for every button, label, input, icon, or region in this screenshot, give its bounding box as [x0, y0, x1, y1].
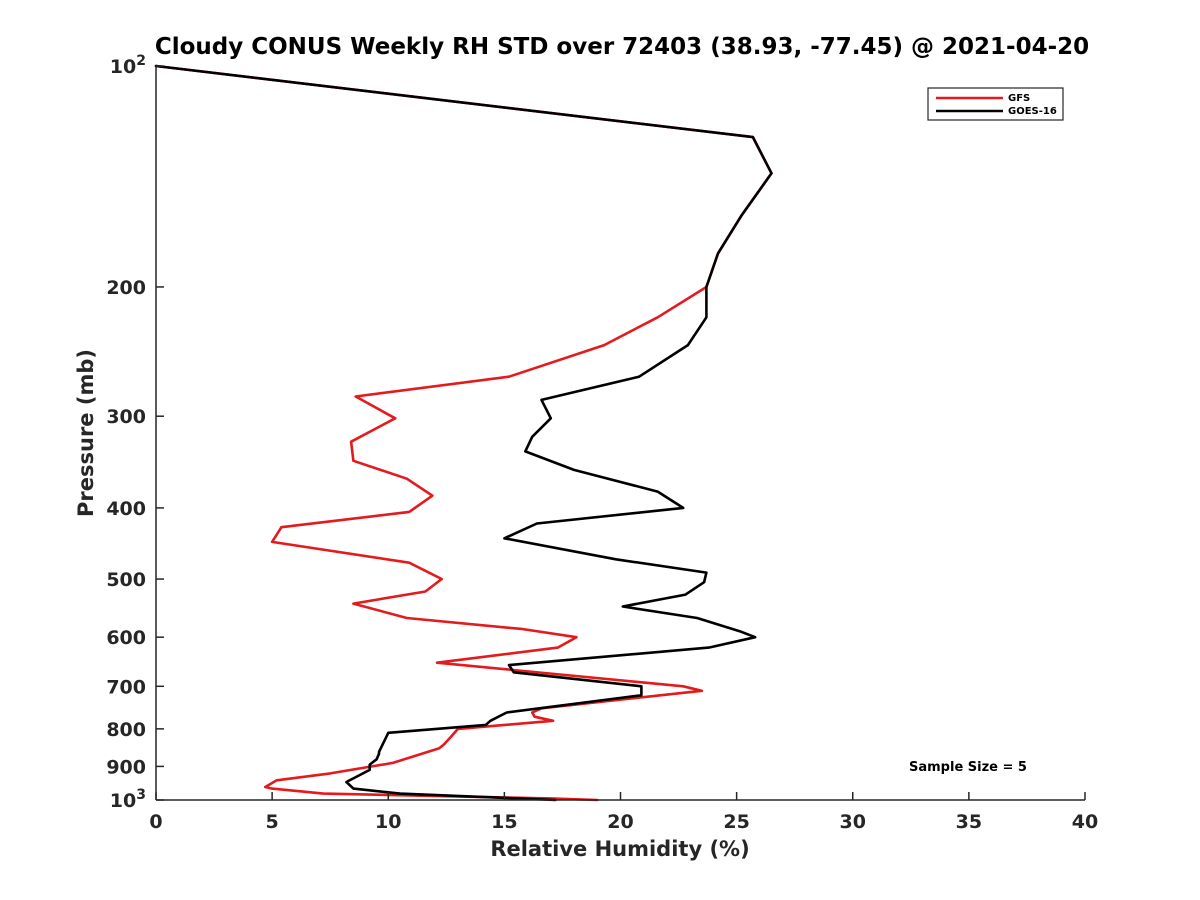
x-axis-ticks: 0 5 10 15 20 25 30 35 40: [149, 792, 1098, 833]
sample-size-annotation: Sample Size = 5: [909, 760, 1027, 775]
x-tick-label: 10: [375, 811, 401, 833]
series-layer: [154, 64, 773, 802]
x-tick-label: 20: [607, 811, 633, 833]
y-tick-label: 900: [106, 756, 146, 778]
x-tick-label: 15: [491, 811, 517, 833]
x-tick-label: 25: [723, 811, 749, 833]
y-tick-label: 200: [106, 277, 146, 299]
x-tick-label: 40: [1072, 811, 1098, 833]
y-axis-label: Pressure (mb): [74, 349, 98, 517]
chart-title: Cloudy CONUS Weekly RH STD over 72403 (3…: [155, 34, 1089, 60]
x-tick-label: 0: [149, 811, 162, 833]
legend: GFS GOES-16: [927, 87, 1064, 121]
y-tick-exponent: 3: [136, 787, 146, 803]
y-tick-label: 500: [106, 569, 146, 591]
y-tick-label: 800: [106, 719, 146, 741]
x-tick-label: 35: [956, 811, 982, 833]
y-tick-label: 300: [106, 406, 146, 428]
y-tick-base: 10: [110, 56, 136, 78]
plot-area: 0 5 10 15 20 25 30 35 40 10220030040050060070080…: [106, 53, 1098, 833]
series-line-gfs: [154, 64, 773, 802]
y-tick-label: 103: [110, 787, 146, 812]
legend-box: [927, 87, 1064, 121]
x-axis-label: Relative Humidity (%): [490, 837, 749, 861]
y-tick-label: 400: [106, 498, 146, 520]
x-tick-label: 5: [266, 811, 279, 833]
y-tick-exponent: 2: [136, 53, 146, 69]
y-tick-label: 700: [106, 676, 146, 698]
y-tick-label: 600: [106, 627, 146, 649]
series-line-goes-16: [154, 64, 773, 802]
legend-label-goes16: GOES-16: [1008, 106, 1057, 117]
legend-label-gfs: GFS: [1008, 93, 1030, 104]
x-tick-label: 30: [840, 811, 866, 833]
y-tick-label: 102: [110, 53, 146, 78]
y-tick-base: 10: [110, 790, 136, 812]
